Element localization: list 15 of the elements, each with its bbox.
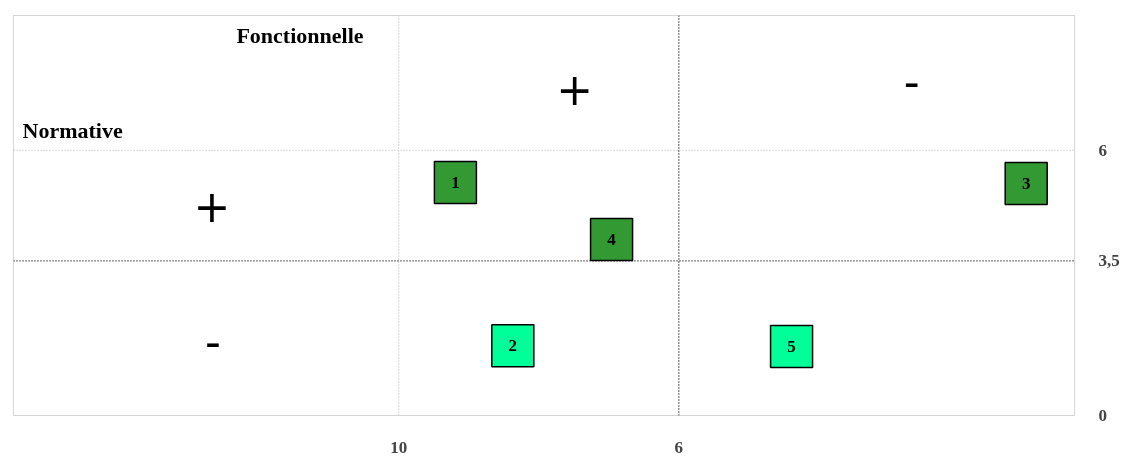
y-tick-label: 3,5 [1098,251,1120,271]
annotation: - [903,56,920,107]
annotation: Fonctionnelle [236,23,364,48]
annotation: Normative [22,118,123,143]
annotation: + [193,181,231,232]
annotation: 1 [451,173,460,193]
annotation: 3 [1021,173,1031,193]
annotation: 2 [508,336,518,356]
annotation: + [556,64,594,115]
annotation: 4 [607,230,617,250]
y-tick-label: 0 [1098,406,1107,425]
annotation: - [205,316,221,367]
annotation: 5 [787,337,796,357]
y-tick-label: 6 [1098,140,1107,160]
x-tick-label: 10 [390,437,408,456]
